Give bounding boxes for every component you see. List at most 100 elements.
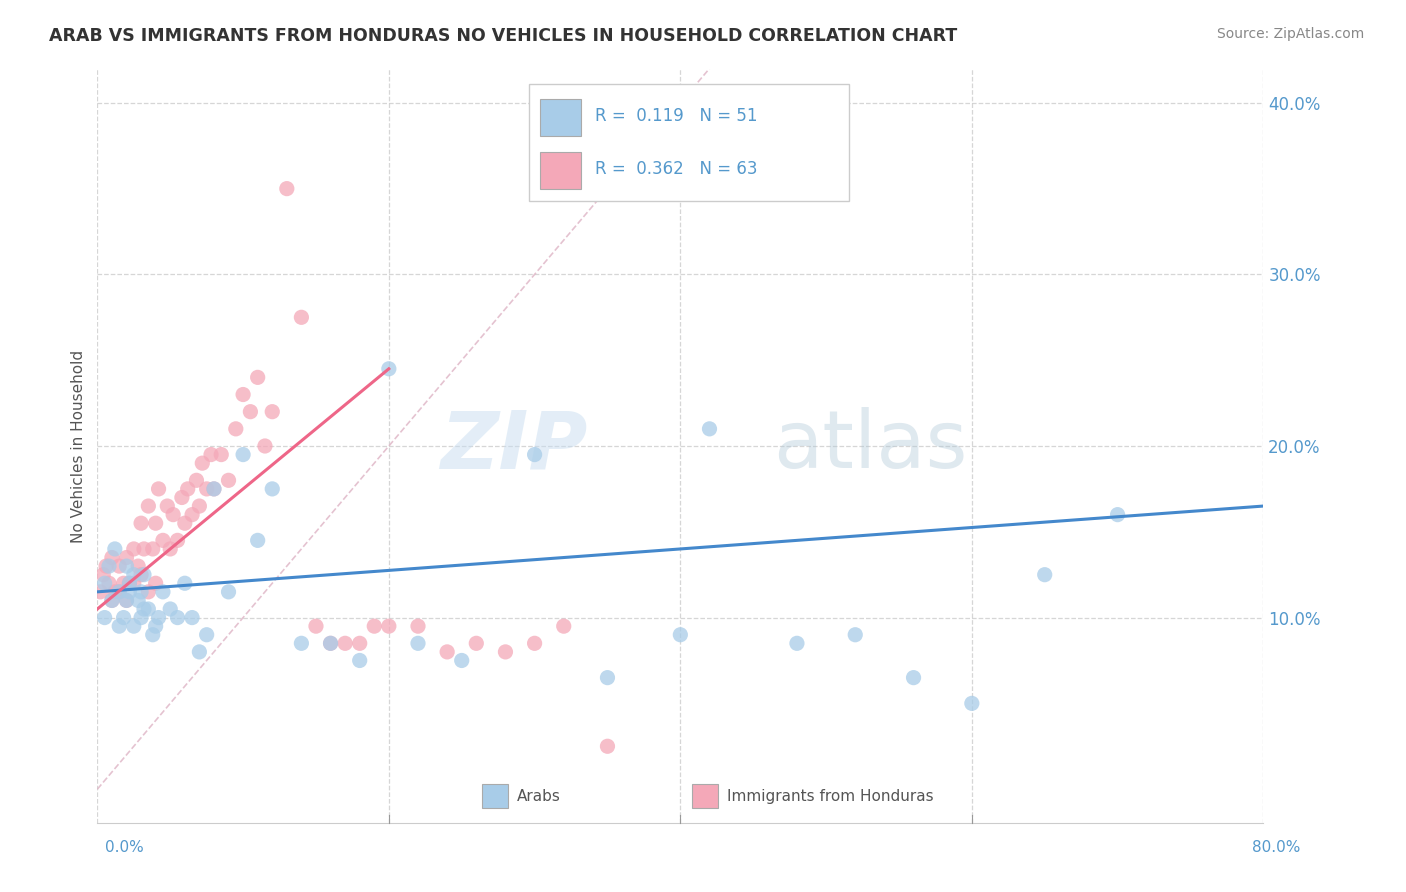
Point [436, 645, 458, 659]
Point [494, 645, 516, 659]
Point [142, 541, 165, 556]
Text: Arabs: Arabs [517, 789, 561, 804]
Point [200, 448, 222, 462]
Text: R =  0.362   N = 63: R = 0.362 N = 63 [595, 160, 758, 178]
Point [98, 559, 121, 574]
Point [181, 508, 204, 522]
Point [108, 559, 131, 574]
Point [127, 593, 149, 607]
Point [903, 671, 925, 685]
Y-axis label: No Vehicles in Household: No Vehicles in Household [72, 350, 86, 542]
Point [553, 619, 575, 633]
Point [523, 448, 546, 462]
Point [89, 585, 111, 599]
Point [115, 559, 138, 574]
Point [699, 422, 721, 436]
Point [218, 473, 240, 487]
Point [195, 482, 218, 496]
Point [148, 482, 170, 496]
Point [960, 697, 983, 711]
Point [246, 370, 269, 384]
Bar [540, 99, 581, 136]
Point [138, 499, 160, 513]
Text: ARAB VS IMMIGRANTS FROM HONDURAS NO VEHICLES IN HOUSEHOLD CORRELATION CHART: ARAB VS IMMIGRANTS FROM HONDURAS NO VEHI… [49, 27, 957, 45]
Point [152, 533, 174, 548]
Point [239, 405, 262, 419]
Point [290, 310, 312, 325]
Point [786, 636, 808, 650]
Point [333, 636, 356, 650]
Point [145, 576, 167, 591]
Bar [482, 784, 508, 808]
Bar [540, 152, 581, 189]
Point [115, 593, 138, 607]
Point [349, 636, 371, 650]
Point [188, 499, 211, 513]
Point [173, 516, 195, 531]
Point [129, 610, 152, 624]
Point [159, 541, 181, 556]
Point [108, 619, 131, 633]
Point [173, 576, 195, 591]
Point [166, 533, 188, 548]
Point [209, 448, 232, 462]
Point [319, 636, 342, 650]
Point [195, 628, 218, 642]
Point [129, 585, 152, 599]
Point [118, 576, 141, 591]
Point [406, 619, 429, 633]
Point [177, 482, 200, 496]
Point [145, 619, 167, 633]
Point [98, 576, 121, 591]
Bar [692, 784, 717, 808]
Point [246, 533, 269, 548]
Point [186, 473, 208, 487]
Point [115, 593, 138, 607]
Point [138, 585, 160, 599]
Point [669, 628, 692, 642]
Point [108, 585, 131, 599]
Point [101, 593, 124, 607]
Point [129, 516, 152, 531]
Point [112, 610, 135, 624]
Point [118, 585, 141, 599]
Point [132, 567, 155, 582]
Point [305, 619, 328, 633]
Point [844, 628, 866, 642]
Point [191, 456, 214, 470]
Point [596, 671, 619, 685]
Text: Immigrants from Honduras: Immigrants from Honduras [727, 789, 934, 804]
Point [122, 576, 145, 591]
Point [1107, 508, 1129, 522]
Point [118, 576, 141, 591]
Point [93, 610, 115, 624]
Point [349, 653, 371, 667]
Point [148, 610, 170, 624]
Point [465, 636, 488, 650]
Point [122, 619, 145, 633]
Point [406, 636, 429, 650]
Point [262, 405, 284, 419]
Point [276, 181, 298, 195]
Point [159, 602, 181, 616]
Point [112, 576, 135, 591]
Point [127, 559, 149, 574]
Text: atlas: atlas [773, 407, 967, 485]
Point [115, 550, 138, 565]
Text: R =  0.119   N = 51: R = 0.119 N = 51 [595, 107, 758, 125]
Point [378, 619, 401, 633]
Point [104, 585, 127, 599]
Point [132, 541, 155, 556]
Text: 0.0%: 0.0% [105, 840, 145, 855]
Point [262, 482, 284, 496]
Point [170, 491, 193, 505]
Point [93, 576, 115, 591]
Point [122, 541, 145, 556]
Point [129, 567, 152, 582]
Point [162, 508, 184, 522]
Point [290, 636, 312, 650]
Point [166, 610, 188, 624]
Point [101, 593, 124, 607]
Point [202, 482, 225, 496]
Point [122, 567, 145, 582]
